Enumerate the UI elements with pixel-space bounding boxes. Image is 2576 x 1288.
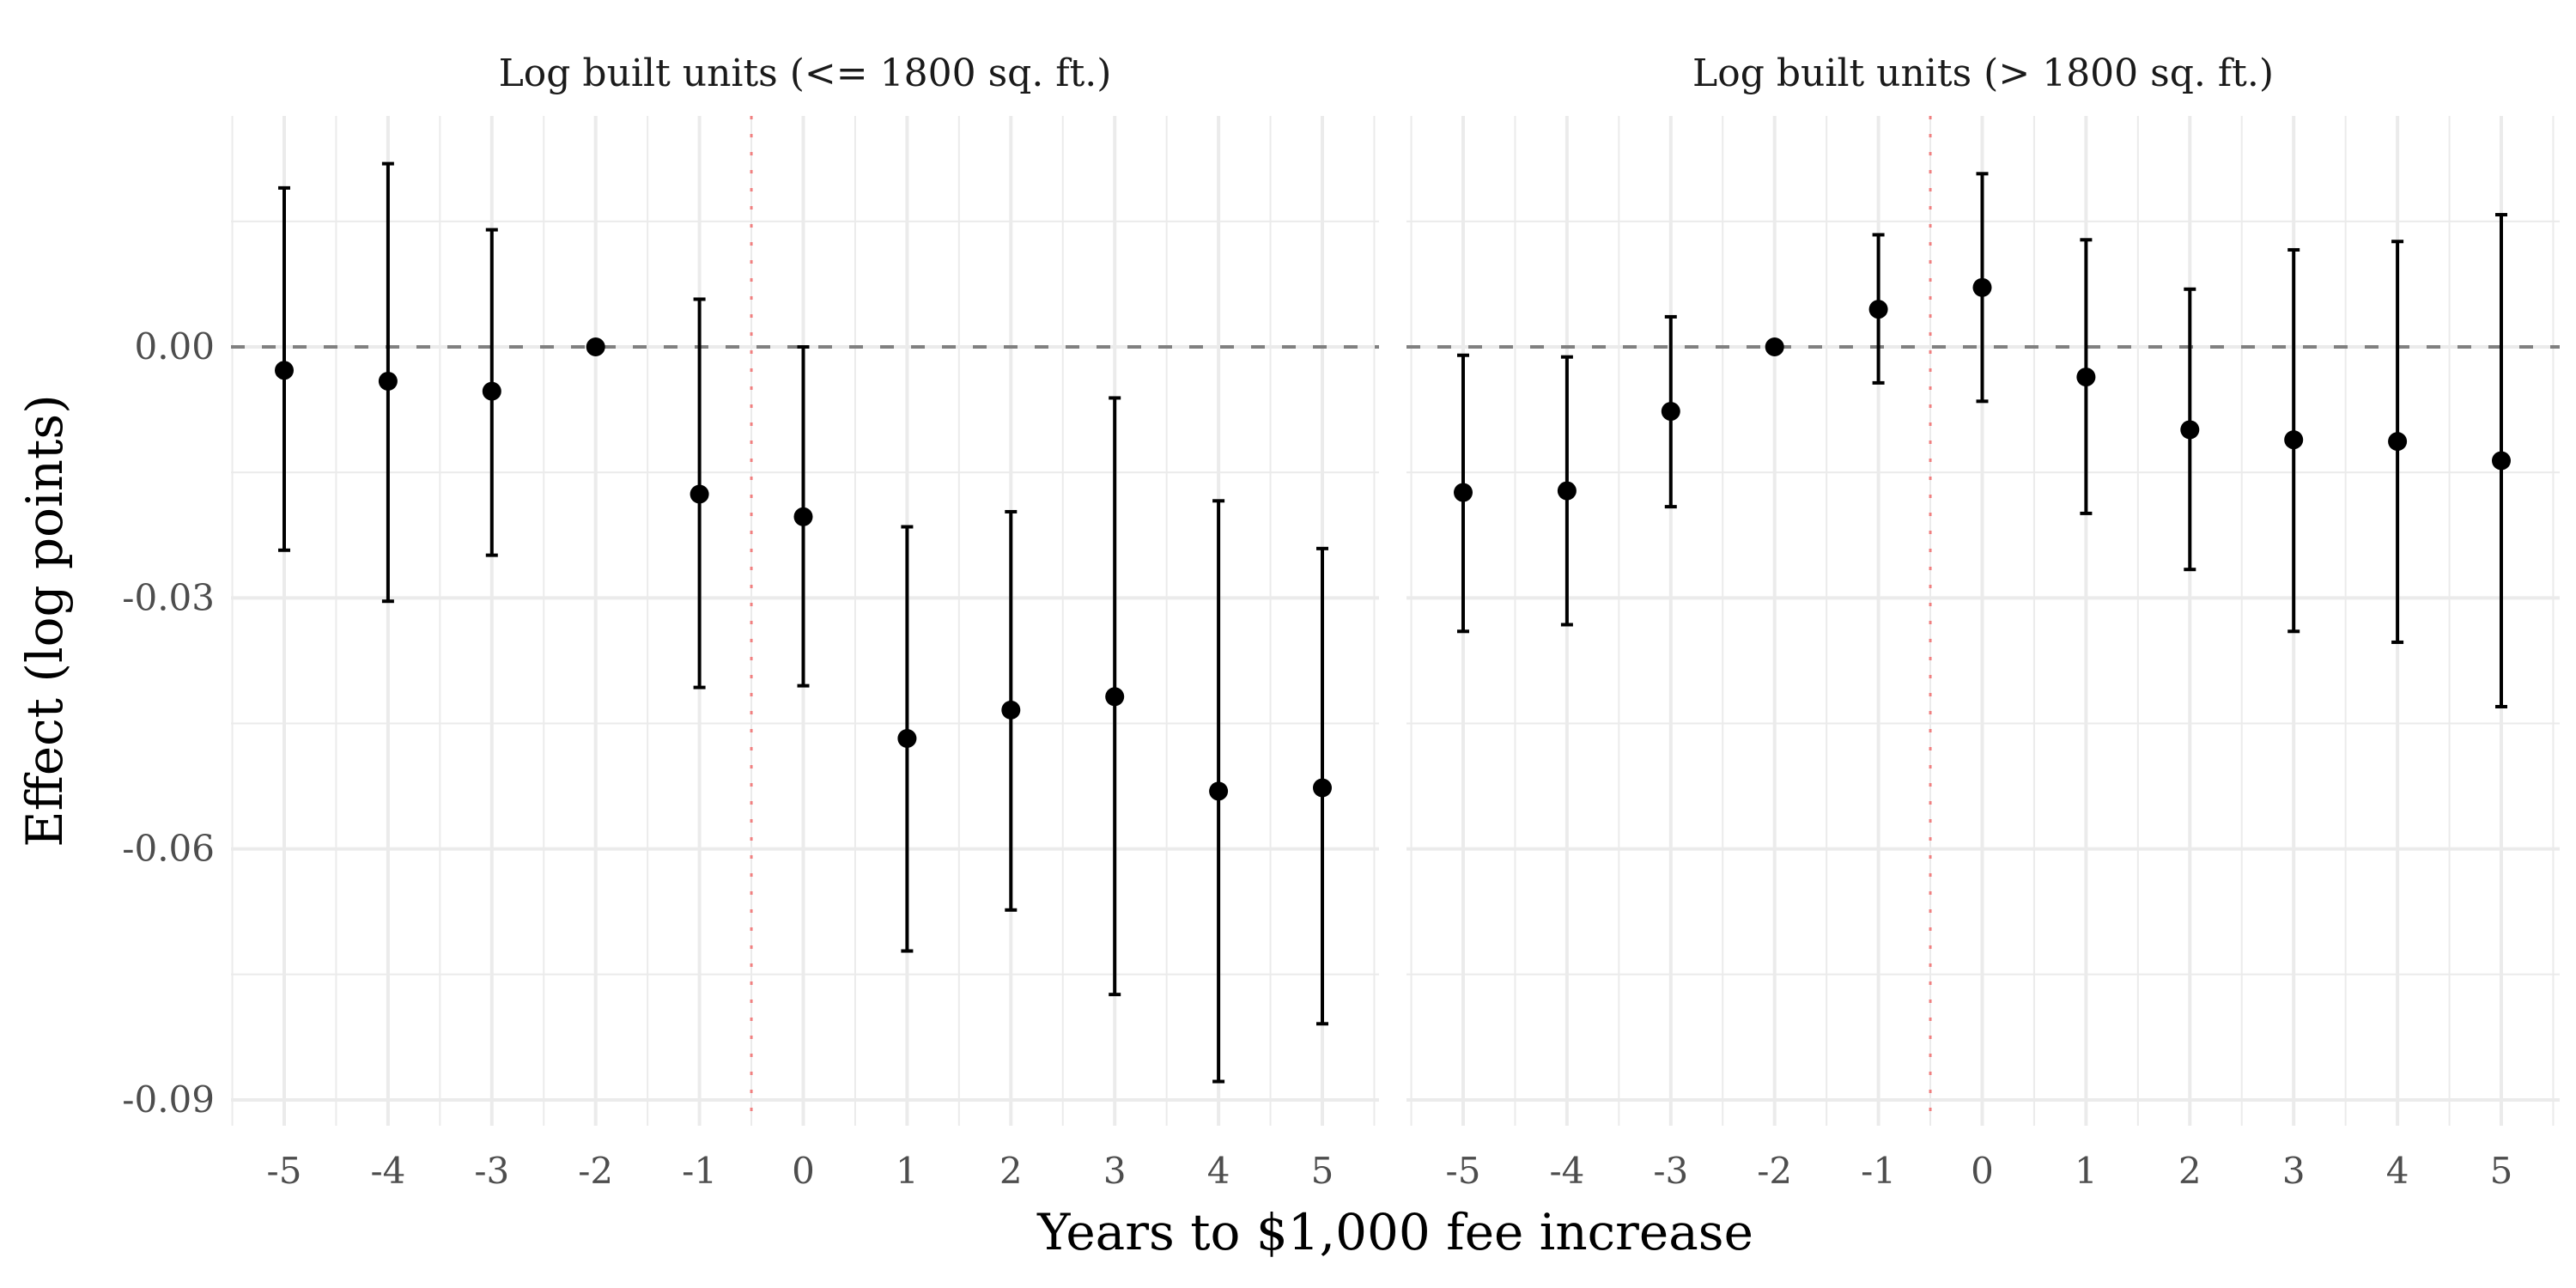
x-tick-label: 1 xyxy=(2075,1150,2098,1192)
y-tick-label: 0.00 xyxy=(134,325,215,368)
x-tick-label: 4 xyxy=(2386,1150,2409,1192)
x-tick-label: -4 xyxy=(370,1150,405,1192)
point-estimate xyxy=(2388,432,2408,452)
point-estimate xyxy=(1105,687,1125,707)
point-estimate xyxy=(1001,700,1021,720)
x-tick-label: -1 xyxy=(1861,1150,1896,1192)
x-tick-label: -5 xyxy=(1446,1150,1481,1192)
point-estimate xyxy=(1557,481,1577,501)
x-tick-label: -3 xyxy=(474,1150,509,1192)
x-tick-label: -2 xyxy=(578,1150,613,1192)
point-estimate xyxy=(690,484,709,504)
panel-title: Log built units (<= 1800 sq. ft.) xyxy=(499,52,1112,95)
point-estimate xyxy=(2284,430,2304,450)
x-axis-label: Years to $1,000 fee increase xyxy=(1036,1203,1753,1261)
y-tick-label: -0.06 xyxy=(122,828,215,870)
x-tick-label: 4 xyxy=(1207,1150,1230,1192)
point-estimate xyxy=(1765,337,1784,356)
x-tick-label: -3 xyxy=(1653,1150,1688,1192)
point-estimate xyxy=(1313,778,1332,798)
point-estimate xyxy=(1972,277,1992,297)
point-estimate xyxy=(378,371,398,391)
panel-1: Log built units (<= 1800 sq. ft.) -5 -4 -3 -… xyxy=(231,52,1379,1192)
x-tick-label: -5 xyxy=(267,1150,302,1192)
x-tick-label: 2 xyxy=(2178,1150,2202,1192)
x-tick-label: 5 xyxy=(1311,1150,1334,1192)
point-estimate xyxy=(1868,300,1888,319)
point-estimate xyxy=(482,381,501,401)
x-tick-label: 3 xyxy=(2282,1150,2306,1192)
y-axis-label: Effect (log points) xyxy=(15,394,74,847)
x-tick-label: -2 xyxy=(1757,1150,1792,1192)
point-estimate xyxy=(275,361,294,380)
point-estimate xyxy=(1209,781,1229,801)
y-tick-label: -0.03 xyxy=(122,576,215,618)
point-estimate xyxy=(1454,483,1473,502)
point-estimate xyxy=(2180,420,2200,440)
point-estimate xyxy=(2492,451,2511,471)
point-estimate xyxy=(897,729,917,749)
point-estimate xyxy=(586,337,605,356)
x-tick-label: 1 xyxy=(896,1150,919,1192)
x-tick-label: 3 xyxy=(1103,1150,1127,1192)
y-tick-label: -0.09 xyxy=(122,1078,215,1121)
x-tick-label: 2 xyxy=(999,1150,1023,1192)
x-tick-label: 0 xyxy=(1971,1150,1994,1192)
panel-2: Log built units (> 1800 sq. ft.) -5 -4 -3 -2… xyxy=(1406,52,2560,1192)
x-tick-label: 5 xyxy=(2490,1150,2513,1192)
point-estimate xyxy=(1661,402,1680,422)
x-tick-label: -4 xyxy=(1549,1150,1584,1192)
x-tick-label: 0 xyxy=(792,1150,815,1192)
point-estimate xyxy=(2076,368,2096,387)
point-estimate xyxy=(793,507,813,526)
x-tick-label: -1 xyxy=(682,1150,717,1192)
panel-title: Log built units (> 1800 sq. ft.) xyxy=(1692,52,2274,95)
